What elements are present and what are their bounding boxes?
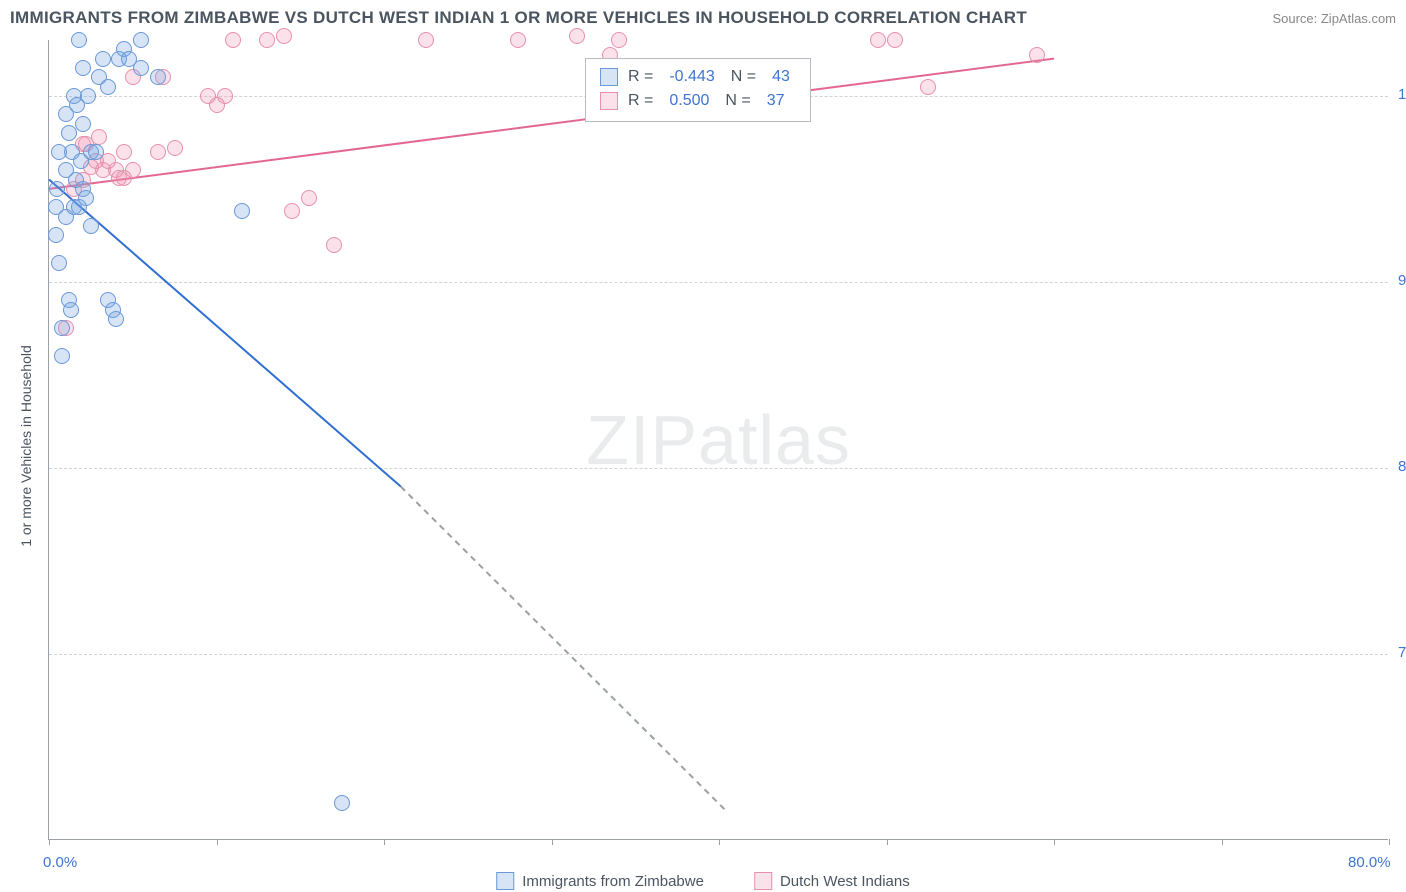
- y-tick-label: 80.0%: [1378, 458, 1406, 475]
- scatter-point-pink: [870, 32, 886, 48]
- x-tick: [1054, 839, 1055, 845]
- scatter-point-blue: [54, 320, 70, 336]
- r-value: 0.500: [663, 89, 715, 113]
- stat-legend-box: R = -0.443 N = 43 R = 0.500 N = 37: [585, 58, 811, 122]
- scatter-point-blue: [75, 60, 91, 76]
- chart-title: IMMIGRANTS FROM ZIMBABWE VS DUTCH WEST I…: [10, 8, 1027, 28]
- stat-row: R = 0.500 N = 37: [600, 89, 796, 113]
- scatter-point-blue: [48, 227, 64, 243]
- scatter-point-pink: [887, 32, 903, 48]
- scatter-point-pink: [1029, 47, 1045, 63]
- scatter-point-blue: [88, 144, 104, 160]
- r-label: R =: [628, 65, 653, 89]
- scatter-point-blue: [51, 255, 67, 271]
- scatter-point-pink: [167, 140, 183, 156]
- scatter-point-pink: [920, 79, 936, 95]
- x-tick: [384, 839, 385, 845]
- scatter-point-blue: [49, 181, 65, 197]
- x-tick: [552, 839, 553, 845]
- n-value: 43: [766, 65, 796, 89]
- scatter-point-pink: [225, 32, 241, 48]
- swatch-blue: [600, 68, 618, 86]
- scatter-point-blue: [334, 795, 350, 811]
- scatter-point-blue: [75, 116, 91, 132]
- scatter-point-blue: [121, 51, 137, 67]
- scatter-point-blue: [95, 51, 111, 67]
- scatter-point-pink: [418, 32, 434, 48]
- x-tick: [887, 839, 888, 845]
- plot-region: ZIPatlas R = -0.443 N = 43 R = 0.500 N =…: [48, 40, 1388, 840]
- stat-row: R = -0.443 N = 43: [600, 65, 796, 89]
- y-tick-label: 70.0%: [1378, 644, 1406, 661]
- chart-area: ZIPatlas R = -0.443 N = 43 R = 0.500 N =…: [48, 40, 1388, 840]
- n-label: N =: [731, 65, 756, 89]
- x-tick-label-max: 80.0%: [1348, 854, 1391, 871]
- scatter-point-blue: [83, 218, 99, 234]
- x-tick: [1222, 839, 1223, 845]
- x-tick: [1389, 839, 1390, 845]
- scatter-point-blue: [234, 203, 250, 219]
- x-tick: [719, 839, 720, 845]
- scatter-point-pink: [116, 144, 132, 160]
- y-tick-label: 90.0%: [1378, 272, 1406, 289]
- scatter-point-blue: [150, 69, 166, 85]
- scatter-point-blue: [51, 144, 67, 160]
- r-value: -0.443: [663, 65, 720, 89]
- scatter-point-blue: [54, 348, 70, 364]
- legend-item: Immigrants from Zimbabwe: [496, 872, 704, 890]
- watermark-thin: atlas: [698, 401, 851, 479]
- scatter-point-pink: [259, 32, 275, 48]
- scatter-point-pink: [611, 32, 627, 48]
- scatter-point-pink: [217, 88, 233, 104]
- scatter-point-pink: [284, 203, 300, 219]
- scatter-point-pink: [276, 28, 292, 44]
- x-tick: [49, 839, 50, 845]
- y-axis-label: 1 or more Vehicles in Household: [18, 345, 34, 547]
- n-label: N =: [725, 89, 750, 113]
- r-label: R =: [628, 89, 653, 113]
- source-label: Source: ZipAtlas.com: [1272, 11, 1396, 26]
- gridline-h: [49, 468, 1388, 469]
- swatch-blue: [496, 872, 514, 890]
- gridline-h: [49, 282, 1388, 283]
- legend-item: Dutch West Indians: [754, 872, 910, 890]
- scatter-point-blue: [63, 302, 79, 318]
- swatch-pink: [600, 92, 618, 110]
- scatter-point-pink: [301, 190, 317, 206]
- swatch-pink: [754, 872, 772, 890]
- bottom-legend: Immigrants from Zimbabwe Dutch West Indi…: [496, 872, 910, 890]
- legend-label: Dutch West Indians: [780, 873, 910, 890]
- scatter-point-pink: [91, 129, 107, 145]
- n-value: 37: [761, 89, 791, 113]
- scatter-point-pink: [510, 32, 526, 48]
- x-tick: [217, 839, 218, 845]
- watermark-bold: ZIP: [586, 401, 698, 479]
- scatter-point-pink: [569, 28, 585, 44]
- scatter-point-blue: [80, 88, 96, 104]
- gridline-h: [49, 654, 1388, 655]
- scatter-point-blue: [108, 311, 124, 327]
- scatter-point-pink: [326, 237, 342, 253]
- y-tick-label: 100.0%: [1378, 86, 1406, 103]
- scatter-point-blue: [100, 79, 116, 95]
- scatter-point-blue: [48, 199, 64, 215]
- scatter-point-blue: [71, 199, 87, 215]
- scatter-point-pink: [150, 144, 166, 160]
- scatter-point-blue: [133, 32, 149, 48]
- scatter-point-blue: [58, 106, 74, 122]
- trend-lines: [49, 40, 1389, 840]
- scatter-point-pink: [125, 162, 141, 178]
- x-tick-label-min: 0.0%: [43, 854, 77, 871]
- scatter-point-blue: [71, 32, 87, 48]
- legend-label: Immigrants from Zimbabwe: [522, 873, 704, 890]
